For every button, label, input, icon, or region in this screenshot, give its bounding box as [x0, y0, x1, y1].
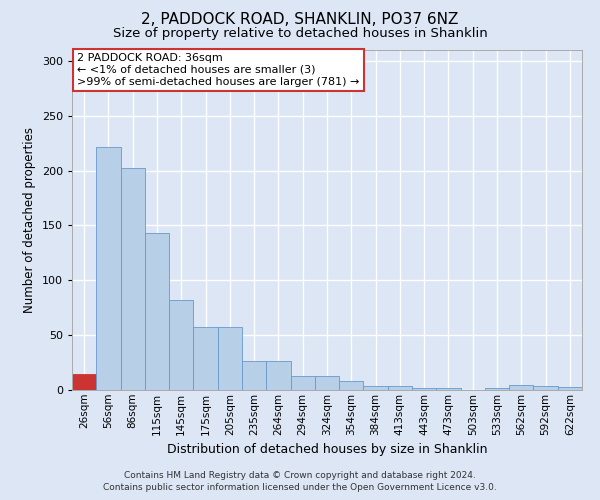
Bar: [242, 362, 266, 390]
Bar: [436, 388, 461, 390]
Bar: [193, 328, 218, 390]
Bar: [290, 376, 315, 390]
Bar: [364, 386, 388, 390]
Bar: [533, 386, 558, 390]
Bar: [266, 362, 290, 390]
Text: 2 PADDOCK ROAD: 36sqm
← <1% of detached houses are smaller (3)
>99% of semi-deta: 2 PADDOCK ROAD: 36sqm ← <1% of detached …: [77, 54, 359, 86]
Bar: [169, 300, 193, 390]
Bar: [121, 168, 145, 390]
Bar: [412, 388, 436, 390]
Bar: [485, 388, 509, 390]
X-axis label: Distribution of detached houses by size in Shanklin: Distribution of detached houses by size …: [167, 443, 487, 456]
Bar: [218, 328, 242, 390]
Bar: [72, 374, 96, 390]
Bar: [96, 146, 121, 390]
Bar: [339, 381, 364, 390]
Text: 2, PADDOCK ROAD, SHANKLIN, PO37 6NZ: 2, PADDOCK ROAD, SHANKLIN, PO37 6NZ: [142, 12, 458, 28]
Text: Size of property relative to detached houses in Shanklin: Size of property relative to detached ho…: [113, 28, 487, 40]
Bar: [509, 384, 533, 390]
Y-axis label: Number of detached properties: Number of detached properties: [23, 127, 36, 313]
Bar: [145, 233, 169, 390]
Bar: [315, 376, 339, 390]
Bar: [558, 386, 582, 390]
Bar: [388, 386, 412, 390]
Text: Contains HM Land Registry data © Crown copyright and database right 2024.
Contai: Contains HM Land Registry data © Crown c…: [103, 471, 497, 492]
